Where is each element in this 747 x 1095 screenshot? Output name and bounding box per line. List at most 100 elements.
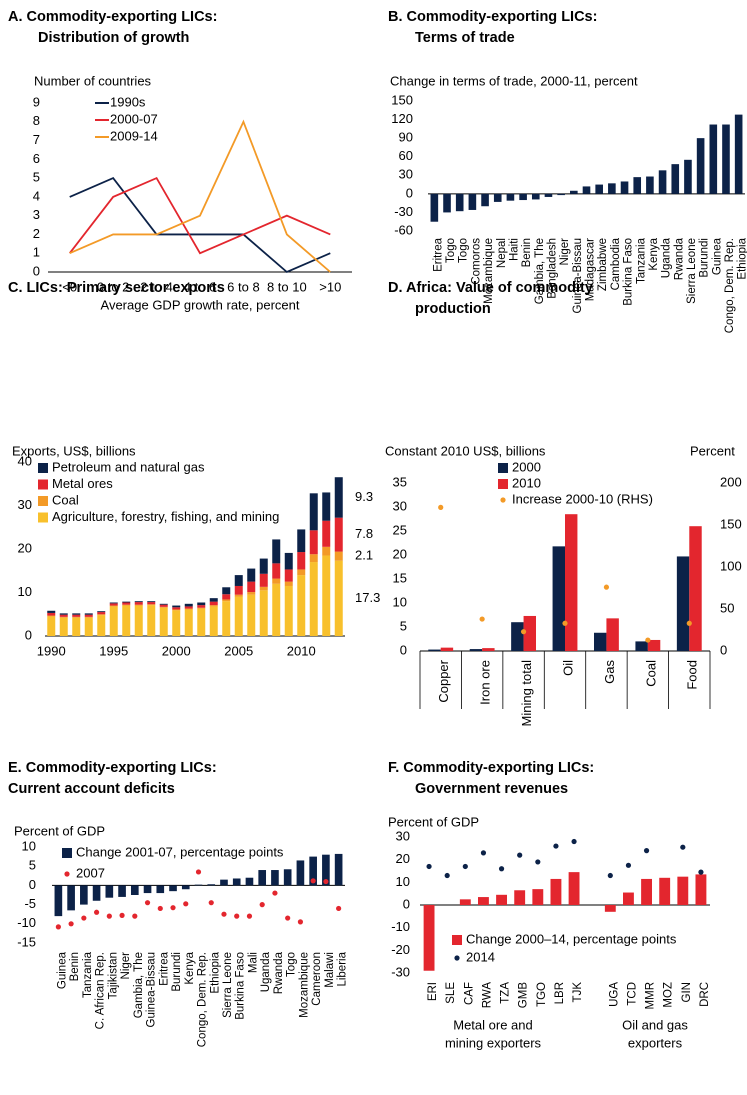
data-label: 7.8 [355,526,373,541]
legend-swatch [454,955,460,961]
x-tick-label: Togo [286,952,298,977]
x-tick-label: TJK [572,982,584,1003]
data-label: 17.3 [355,590,380,605]
dot [259,902,265,908]
x-tick-label: Rwanda [673,237,685,280]
bar-segment [272,563,281,579]
bar [220,879,228,886]
x-tick-label: Tanzania [82,951,94,998]
x-tick-label: Copper [436,659,451,702]
bar-segment [334,551,343,561]
bar-segment [222,601,231,636]
bar-segment [309,562,318,636]
legend-label: Change 2001-07, percentage points [76,844,284,859]
dot [246,913,253,919]
bar-segment [109,606,118,636]
data-label: 2.1 [355,548,373,563]
bar-segment [247,581,256,593]
bar-segment [284,581,293,586]
bar-segment [59,616,68,618]
dot [444,872,450,879]
y-tick-label: 2 [33,226,40,241]
bar-segment [172,607,181,610]
legend-label: 2009-14 [110,128,158,143]
x-tick-label: Guinea [56,951,68,989]
x-tick-label: Comoros [470,238,482,285]
dot [310,878,316,884]
x-tick-label: >10 [319,279,341,294]
y-tick-label: 10 [18,584,32,599]
x-tick-label: 0 to 2 [97,279,130,294]
bar [245,877,254,886]
bar [468,193,477,210]
bar-segment [84,613,93,615]
bar [296,860,305,886]
dot [479,616,485,622]
dot [81,915,87,921]
x-tick-label: CAF [463,982,475,1005]
x-tick-label: Burundi [171,952,183,992]
x-tick-label: 2010 [287,643,316,658]
bar-segment [109,603,118,606]
bar-segment [284,552,293,570]
bar [722,124,730,194]
bar [604,905,616,912]
group-label: Oil and gas [622,1017,688,1032]
bar [506,193,515,201]
bar-segment [197,602,206,606]
chart-title: B. Commodity-exporting LICs: [388,9,597,25]
bar [709,124,718,194]
bar-segment [159,607,168,636]
x-tick-label: Mining total [519,660,534,727]
y-tick-label: 30 [396,828,410,843]
bar [635,641,648,651]
y-tick-label: -30 [394,204,413,219]
dot [323,878,329,885]
chart-title: C. LICs: Primary sector exports [8,280,225,296]
x-tick-label: Mali [247,952,259,973]
bar [455,193,464,212]
bar [734,114,743,194]
group-label: Metal ore and [453,1017,533,1032]
bar [232,878,241,886]
bar [647,639,661,651]
bar-segment [297,529,306,553]
bar-segment [122,602,131,605]
dot [562,620,568,626]
bar-segment [322,555,331,636]
chart-title: F. Commodity-exporting LICs: [388,760,594,776]
dot [520,629,527,635]
bar-segment [309,493,318,531]
x-tick-label: Togo [458,238,470,263]
x-tick-label: Liberia [337,951,349,986]
bar [428,649,441,651]
dot [686,620,692,626]
bar-segment [209,605,218,607]
bar-segment [134,604,143,606]
bar [568,872,580,905]
dot [643,848,650,854]
y-tick-label: 9 [33,94,40,109]
bar [130,885,139,895]
bar [531,193,540,200]
y-tick-label: 90 [399,130,413,145]
dot [498,866,505,872]
legend-swatch [498,479,508,489]
bar-segment [197,608,206,636]
x-tick-label: Food [685,660,700,690]
x-tick-label: MOZ [663,982,675,1008]
x-tick-label: Kenya [184,951,196,984]
y-tick-label: 30 [399,167,413,182]
bar [334,853,343,886]
dot [106,913,112,919]
bar [493,193,502,202]
dot [603,584,610,590]
group-label: exporters [628,1035,683,1050]
bar-segment [322,520,331,547]
bar-segment [259,590,268,636]
x-tick-label: GIN [681,982,693,1002]
bar [696,138,705,194]
bar [544,193,553,197]
x-tick-label: SLE [445,982,457,1004]
legend-label: Coal [52,492,79,507]
